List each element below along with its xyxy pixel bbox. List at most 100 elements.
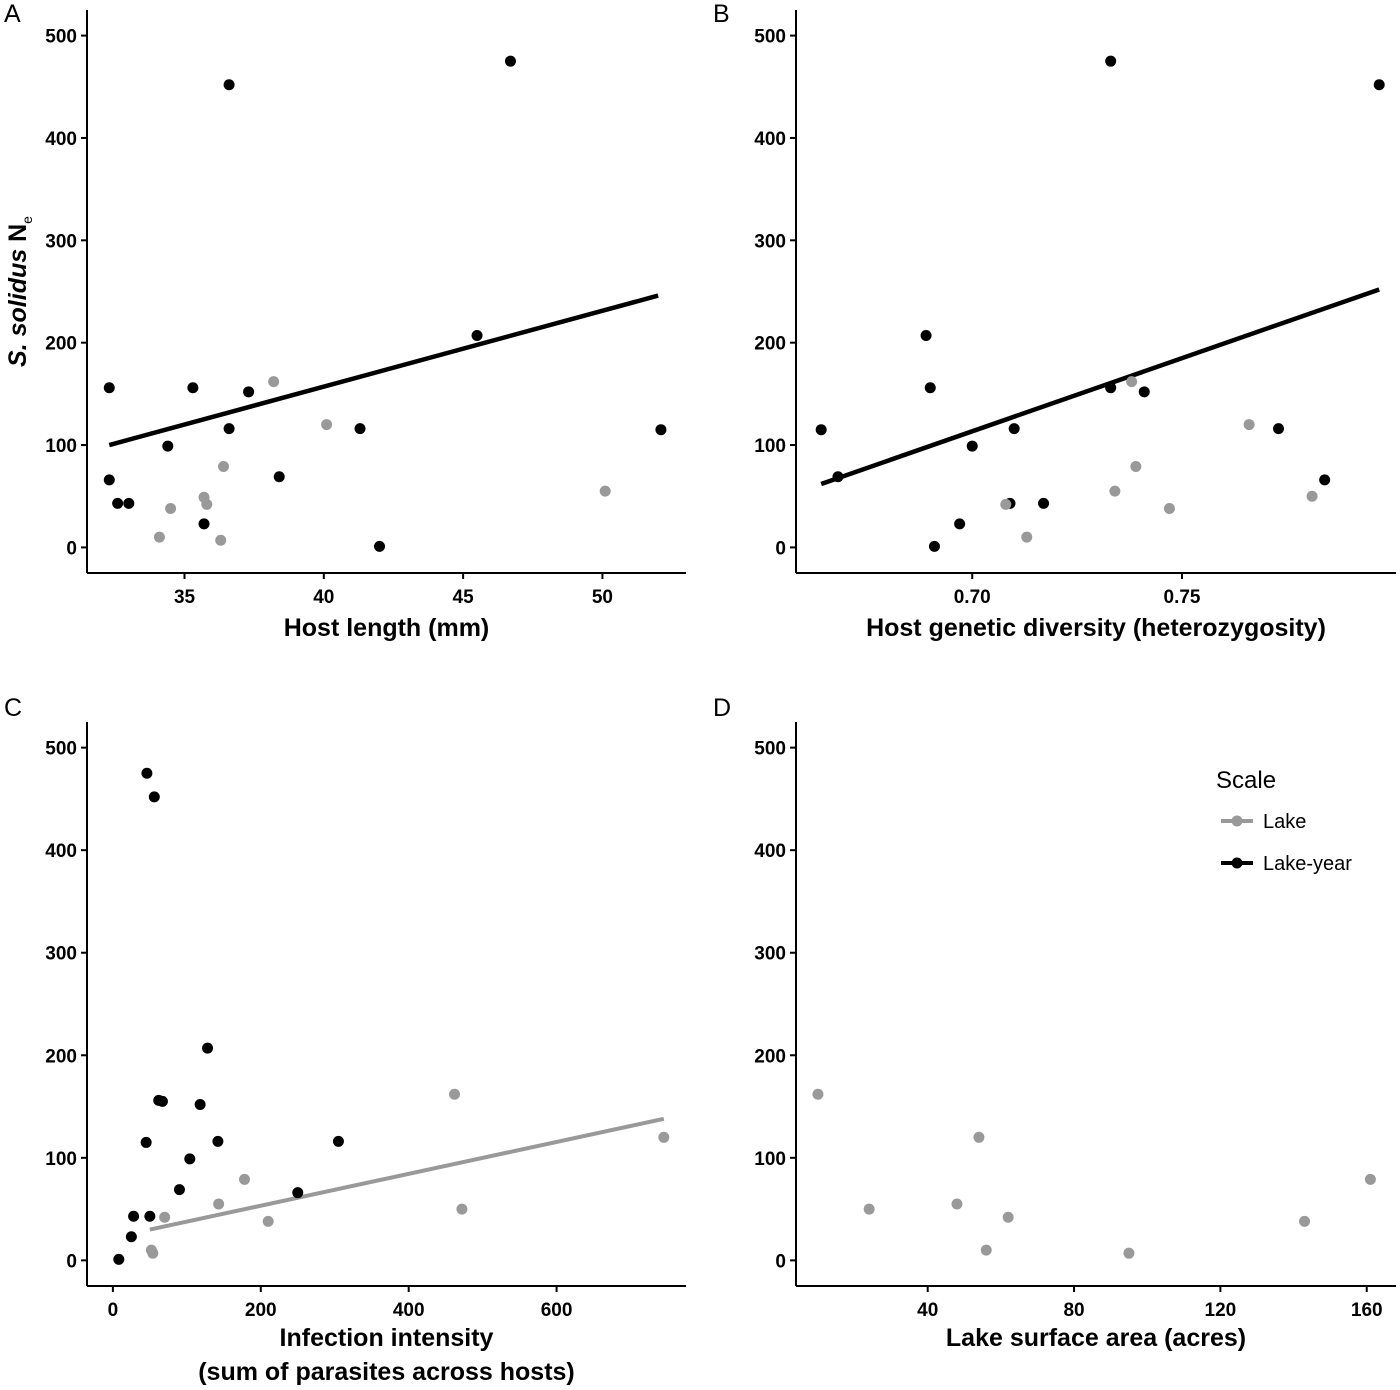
point-lake-year bbox=[223, 79, 235, 91]
x-tick-label: 600 bbox=[541, 1300, 573, 1321]
legend-key-point bbox=[1231, 857, 1243, 869]
point-lake bbox=[1130, 461, 1142, 473]
x-tick-label: 35 bbox=[174, 587, 196, 608]
point-lake-year bbox=[1038, 497, 1050, 509]
point-lake bbox=[456, 1203, 468, 1215]
x-tick-label: 0.70 bbox=[954, 587, 991, 608]
y-tick-label: 0 bbox=[66, 1251, 77, 1272]
y-axis-title-symbol: N bbox=[4, 224, 32, 249]
y-axis-title-species: S. solidus bbox=[4, 249, 32, 367]
point-lake-year bbox=[924, 382, 936, 394]
x-tick-label: 40 bbox=[917, 1300, 938, 1321]
point-lake-year bbox=[113, 1253, 125, 1265]
y-tick-label: 100 bbox=[754, 436, 786, 457]
y-tick-label: 500 bbox=[45, 27, 77, 48]
point-lake-year bbox=[928, 540, 940, 552]
x-tick-label: 160 bbox=[1351, 1300, 1383, 1321]
panel-d: D 0 100 200 300 400 500 40 80 120 160 Lake surface … bbox=[713, 694, 1396, 1352]
point-lake bbox=[1126, 376, 1138, 388]
point-lake-year bbox=[128, 1210, 140, 1222]
point-lake bbox=[262, 1215, 274, 1227]
y-tick-label: 400 bbox=[754, 129, 786, 150]
point-lake bbox=[973, 1131, 985, 1143]
y-tick-label: 0 bbox=[66, 538, 77, 559]
legend: Scale Lake Lake-year bbox=[1216, 767, 1352, 875]
point-lake-year bbox=[140, 1136, 152, 1148]
y-axis-title-subscript: e bbox=[19, 216, 35, 224]
y-tick-label: 0 bbox=[775, 1251, 786, 1272]
y-tick-label: 300 bbox=[45, 944, 77, 965]
point-lake-year bbox=[1138, 386, 1150, 398]
y-tick-label: 100 bbox=[754, 1149, 786, 1170]
point-lake-year bbox=[103, 382, 115, 394]
x-tick-label: 120 bbox=[1205, 1300, 1237, 1321]
point-lake-year bbox=[471, 330, 483, 342]
point-lake bbox=[1002, 1211, 1014, 1223]
point-lake bbox=[201, 498, 213, 510]
point-lake bbox=[1021, 531, 1033, 543]
point-lake bbox=[268, 376, 280, 388]
y-tick-label: 100 bbox=[45, 1149, 77, 1170]
fit-line-lake-year bbox=[108, 293, 659, 448]
point-lake-year bbox=[374, 540, 386, 552]
panel-c: C 0 100 200 300 400 500 0 200 400 600 Infection int… bbox=[4, 694, 686, 1386]
point-lake-year bbox=[184, 1153, 196, 1165]
y-tick-label: 0 bbox=[775, 538, 786, 559]
point-lake bbox=[449, 1088, 461, 1100]
legend-key-point bbox=[1231, 815, 1243, 827]
y-tick-label: 200 bbox=[45, 334, 77, 355]
point-lake-year bbox=[187, 382, 199, 394]
point-lake-year bbox=[141, 767, 153, 779]
y-tick-label: 500 bbox=[754, 739, 786, 760]
x-axis-title: Infection intensity bbox=[280, 1324, 494, 1352]
point-lake-year bbox=[223, 423, 235, 435]
x-axis-title: (sum of parasites across hosts) bbox=[198, 1358, 575, 1386]
point-lake-year bbox=[954, 518, 966, 530]
x-tick-label: 40 bbox=[313, 587, 334, 608]
point-lake-year bbox=[1373, 79, 1385, 91]
legend-label: Lake-year bbox=[1263, 853, 1352, 875]
point-lake bbox=[159, 1211, 171, 1223]
point-lake bbox=[213, 1198, 225, 1210]
point-lake bbox=[215, 534, 227, 546]
point-lake-year bbox=[202, 1042, 214, 1054]
panel-letter: B bbox=[713, 0, 730, 28]
point-lake bbox=[321, 419, 333, 431]
point-lake bbox=[239, 1173, 251, 1185]
point-lake bbox=[1123, 1247, 1135, 1259]
x-tick-label: 50 bbox=[592, 587, 613, 608]
point-lake-year bbox=[243, 386, 255, 398]
y-tick-label: 300 bbox=[45, 231, 77, 252]
point-lake bbox=[599, 485, 611, 497]
point-lake bbox=[1306, 490, 1318, 502]
y-tick-label: 200 bbox=[754, 1046, 786, 1067]
point-lake-year bbox=[156, 1095, 168, 1107]
fit-line-lake-year bbox=[820, 287, 1380, 487]
panel-letter: C bbox=[4, 694, 22, 722]
point-lake-year bbox=[966, 440, 978, 452]
x-tick-label: 400 bbox=[393, 1300, 425, 1321]
point-lake bbox=[1163, 503, 1175, 515]
point-lake-year bbox=[144, 1210, 156, 1222]
point-lake-year bbox=[123, 497, 135, 509]
x-tick-label: 45 bbox=[453, 587, 475, 608]
x-axis-title: Lake surface area (acres) bbox=[946, 1324, 1246, 1352]
point-lake-year bbox=[1319, 474, 1331, 486]
point-lake-year bbox=[332, 1135, 344, 1147]
legend-title: Scale bbox=[1216, 767, 1276, 794]
point-lake-year bbox=[1105, 55, 1117, 67]
y-tick-label: 400 bbox=[45, 841, 77, 862]
y-tick-label: 300 bbox=[754, 944, 786, 965]
point-lake bbox=[147, 1247, 159, 1259]
y-tick-label: 200 bbox=[45, 1046, 77, 1067]
legend-label: Lake bbox=[1263, 811, 1306, 833]
panel-letter: D bbox=[713, 694, 731, 722]
point-lake-year bbox=[655, 424, 667, 436]
point-lake bbox=[1299, 1215, 1311, 1227]
point-lake-year bbox=[148, 791, 160, 803]
point-lake bbox=[165, 503, 177, 515]
point-lake-year bbox=[194, 1098, 206, 1110]
point-lake bbox=[951, 1198, 963, 1210]
y-tick-label: 500 bbox=[754, 27, 786, 48]
